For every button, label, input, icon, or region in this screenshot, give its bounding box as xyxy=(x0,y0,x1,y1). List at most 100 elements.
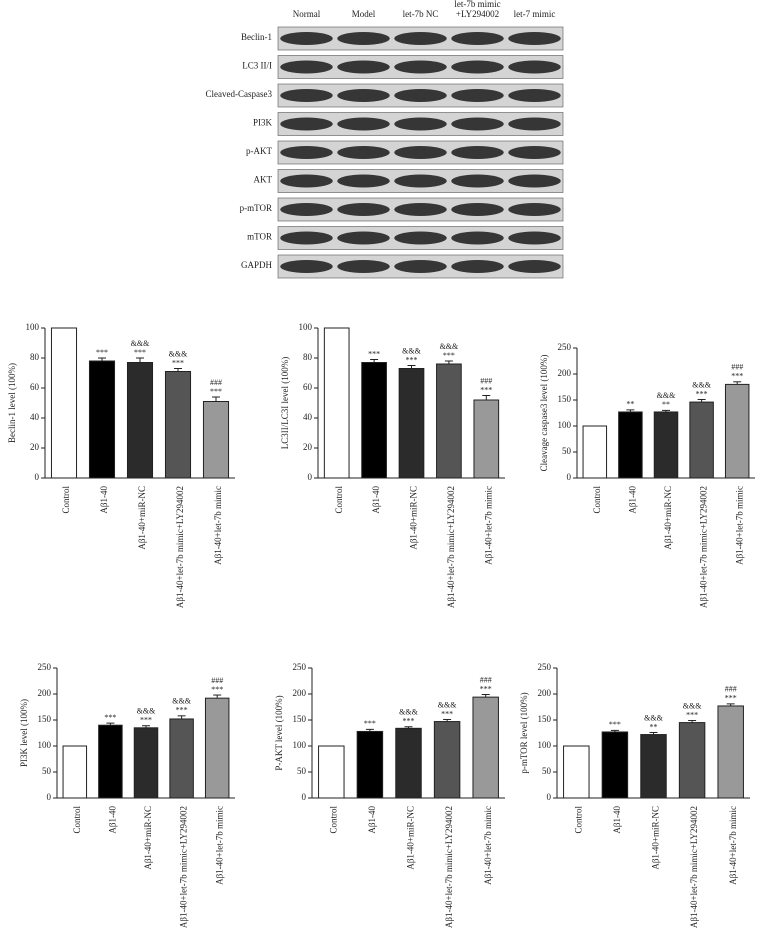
x-tick-label: Control xyxy=(61,486,71,514)
significance: *** xyxy=(368,349,380,358)
row-label: LC3 II/I xyxy=(242,61,272,71)
y-tick-label: 150 xyxy=(38,714,52,724)
band xyxy=(394,203,447,216)
y-tick-label: 200 xyxy=(293,688,307,698)
significance: *** xyxy=(609,720,621,729)
bar xyxy=(582,425,608,479)
band xyxy=(451,32,504,45)
row-label: Cleaved-Caspase3 xyxy=(206,89,273,99)
bar xyxy=(98,724,123,799)
y-tick-label: 50 xyxy=(42,766,52,776)
significance: *** xyxy=(441,709,453,718)
band xyxy=(280,146,333,159)
significance: ### xyxy=(210,378,222,387)
y-tick-label: 200 xyxy=(538,688,552,698)
significance: *** xyxy=(104,713,116,722)
band xyxy=(508,89,561,102)
y-tick-label: 100 xyxy=(299,322,313,332)
significance: &&& xyxy=(683,701,702,710)
x-tick-label: Aβ1-40 xyxy=(367,806,377,834)
y-tick-label: 40 xyxy=(30,412,40,422)
significance: *** xyxy=(403,717,415,726)
band xyxy=(280,89,333,102)
x-tick-label: Aβ1-40+let-7b mimic xyxy=(214,806,224,885)
y-tick-label: 80 xyxy=(30,352,40,362)
y-tick-label: 0 xyxy=(308,472,313,482)
y-tick-label: 200 xyxy=(558,368,572,378)
band xyxy=(451,60,504,74)
x-tick-label: Aβ1-40 xyxy=(371,486,381,514)
bar xyxy=(473,399,500,479)
band xyxy=(280,174,333,188)
y-tick-label: 100 xyxy=(293,740,307,750)
significance: &&& xyxy=(169,349,188,358)
bar xyxy=(717,705,744,799)
x-tick-label: Aβ1-40+miR-NC xyxy=(651,806,661,870)
bar xyxy=(433,721,461,799)
band xyxy=(394,260,447,273)
row-label: AKT xyxy=(254,175,273,185)
bar xyxy=(318,745,345,799)
significance: *** xyxy=(134,348,146,357)
bar xyxy=(126,362,154,479)
significance: &&& xyxy=(692,380,711,389)
x-tick-label: Control xyxy=(72,806,82,834)
bar xyxy=(62,745,88,799)
y-tick-label: 50 xyxy=(562,446,572,456)
x-tick-label: Aβ1-40+let-7b mimic+LY294002 xyxy=(179,806,189,928)
significance: &&& xyxy=(657,391,676,400)
significance: *** xyxy=(211,685,223,694)
band xyxy=(337,117,390,131)
bar xyxy=(169,718,194,799)
y-tick-label: 150 xyxy=(293,714,307,724)
row-label: GAPDH xyxy=(241,260,273,270)
significance: *** xyxy=(140,716,152,725)
band xyxy=(280,260,333,273)
y-tick-label: 60 xyxy=(303,382,313,392)
bar xyxy=(724,383,750,479)
x-tick-label: Control xyxy=(573,806,583,834)
y-tick-label: 150 xyxy=(538,714,552,724)
x-tick-label: Aβ1-40+let-7b mimic+LY294002 xyxy=(444,806,454,928)
band xyxy=(508,117,561,131)
band xyxy=(508,32,561,45)
significance: &&& xyxy=(644,713,663,722)
significance: &&& xyxy=(172,697,191,706)
y-axis-label: P-AKT level (100%) xyxy=(274,695,284,770)
y-tick-label: 0 xyxy=(547,792,552,802)
y-tick-label: 40 xyxy=(303,412,313,422)
bar xyxy=(323,327,350,479)
y-tick-label: 50 xyxy=(542,766,552,776)
x-tick-label: Aβ1-40+let-7b mimic xyxy=(213,486,223,565)
x-tick-label: Aβ1-40+miR-NC xyxy=(143,806,153,870)
y-tick-label: 0 xyxy=(302,792,307,802)
x-tick-label: Aβ1-40+miR-NC xyxy=(409,486,419,550)
band xyxy=(451,146,504,159)
significance: *** xyxy=(725,694,737,703)
y-axis-label: Cleavage caspase3 level (100%) xyxy=(539,355,549,472)
y-tick-label: 250 xyxy=(558,342,572,352)
x-tick-label: Aβ1-40+let-7b mimic xyxy=(483,486,493,565)
y-axis-label: Beclin-1 level (100%) xyxy=(7,363,17,443)
x-tick-label: Aβ1-40+miR-NC xyxy=(663,486,673,550)
y-tick-label: 80 xyxy=(303,352,313,362)
band xyxy=(337,146,390,159)
band xyxy=(280,32,333,45)
significance: ### xyxy=(725,685,737,694)
x-tick-label: Aβ1-40 xyxy=(107,806,117,834)
bar xyxy=(202,401,230,479)
significance: &&& xyxy=(131,339,150,348)
bar xyxy=(133,727,159,799)
y-tick-label: 20 xyxy=(30,442,40,452)
x-tick-label: Aβ1-40+let-7b mimic+LY294002 xyxy=(689,806,699,928)
band xyxy=(508,174,561,188)
row-label: PI3K xyxy=(253,118,273,128)
x-tick-label: Aβ1-40+let-7b mimic xyxy=(483,806,493,885)
significance: *** xyxy=(96,348,108,357)
y-tick-label: 150 xyxy=(558,394,572,404)
y-tick-label: 250 xyxy=(293,662,307,672)
band xyxy=(394,174,447,188)
bar xyxy=(689,401,714,479)
bar xyxy=(395,727,422,799)
band xyxy=(280,231,333,245)
